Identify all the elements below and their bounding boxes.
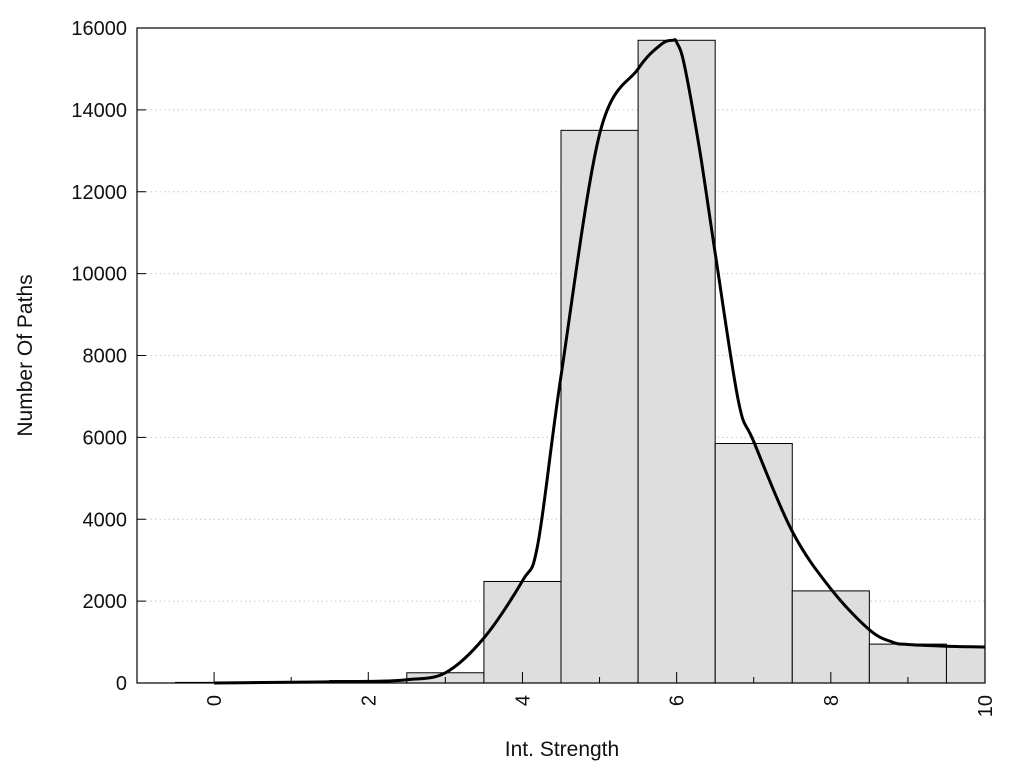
y-tick-labels: 0 2000 4000 6000 8000 10000 12000 14000 16000 (71, 18, 127, 695)
y-tick-label: 8000 (83, 346, 128, 368)
y-tick-label: 16000 (71, 18, 127, 40)
histogram-bar (637, 39, 716, 684)
y-tick-label: 2000 (83, 591, 128, 613)
y-tick-label: 0 (116, 673, 127, 695)
x-tick-label: 6 (667, 695, 689, 706)
y-tick-label: 14000 (71, 100, 127, 122)
histogram-bar (483, 580, 562, 684)
x-tick-label: 8 (821, 695, 843, 706)
histogram-bar (714, 443, 793, 684)
y-tick-label: 6000 (83, 427, 128, 449)
histogram-bar (945, 645, 986, 684)
y-tick-label: 10000 (71, 264, 127, 286)
fit-curve-line (214, 38, 986, 685)
y-tick-label: 12000 (71, 182, 127, 204)
axis-ticks (137, 27, 909, 684)
histogram-bars (175, 39, 986, 684)
x-tick-labels: 0 2 4 6 8 10 (204, 695, 997, 717)
x-tick-label: 2 (358, 695, 380, 706)
histogram-bar (791, 590, 870, 684)
histogram-bar (560, 129, 639, 684)
y-tick-label: 4000 (83, 509, 128, 531)
histogram-bar (868, 643, 947, 684)
x-axis-title: Int. Strength (505, 738, 619, 761)
fit-curve (214, 38, 986, 685)
x-tick-label: 4 (512, 695, 534, 706)
x-tick-label: 0 (204, 695, 226, 706)
x-tick-label: 10 (975, 695, 997, 717)
y-axis-title: Number Of Paths (14, 274, 37, 436)
